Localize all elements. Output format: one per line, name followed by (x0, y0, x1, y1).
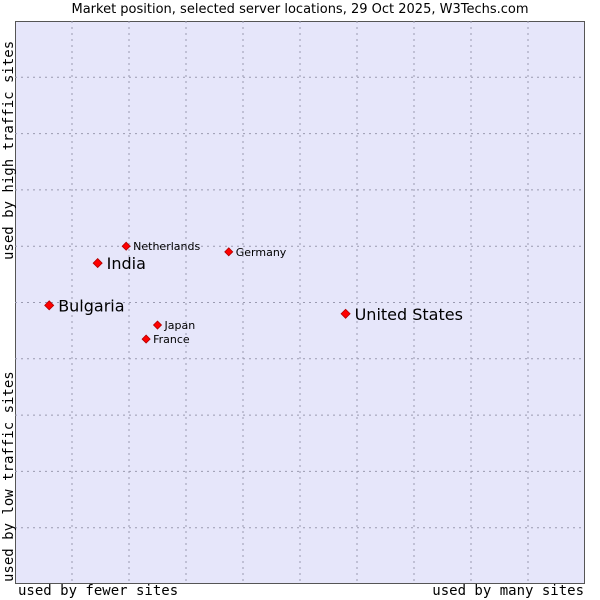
data-point-label: Netherlands (133, 240, 200, 253)
y-axis-label-bottom: used by low traffic sites (1, 371, 17, 582)
data-point-label: Bulgaria (58, 296, 124, 315)
data-point-label: United States (355, 305, 463, 324)
x-axis-label-right: used by many sites (432, 583, 584, 599)
data-point-marker[interactable] (141, 334, 151, 344)
data-point-marker[interactable] (152, 320, 163, 330)
x-axis-label-left: used by fewer sites (18, 583, 179, 599)
data-point-marker[interactable] (44, 300, 55, 311)
data-point-marker[interactable] (121, 241, 131, 251)
data-point-label: France (153, 333, 190, 346)
y-axis-label-top: used by high traffic sites (1, 40, 17, 260)
data-point-marker[interactable] (92, 258, 103, 269)
data-point-label: India (107, 254, 146, 273)
data-point-marker[interactable] (224, 247, 234, 257)
data-point-marker[interactable] (340, 308, 351, 319)
chart-title: Market position, selected server locatio… (71, 2, 529, 17)
data-point-label: Germany (236, 246, 287, 259)
data-point-label: Japan (164, 319, 196, 332)
